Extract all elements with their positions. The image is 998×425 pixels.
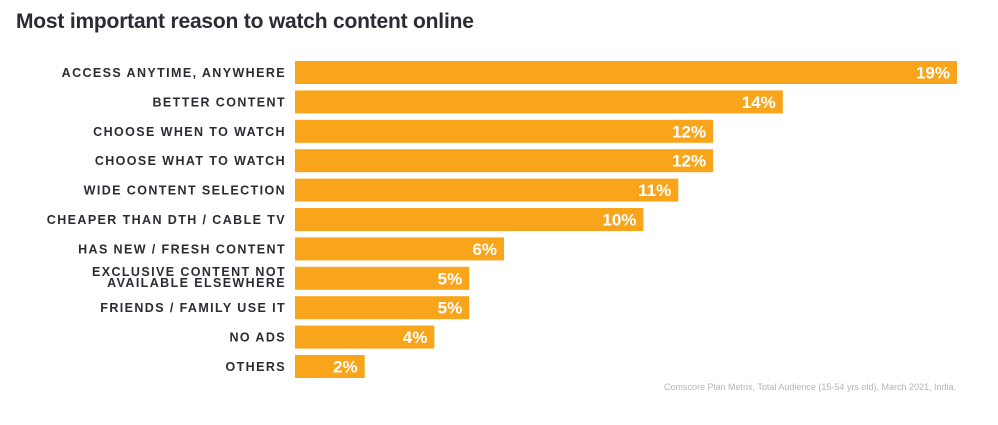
bar [295,178,679,202]
category-label: CHOOSE WHAT TO WATCH [95,154,286,168]
category-label: WIDE CONTENT SELECTION [84,184,286,198]
value-label: 14% [742,93,776,112]
bar [295,119,714,143]
value-label: 6% [472,240,497,259]
value-label: 19% [916,64,950,83]
value-label: 5% [438,269,463,288]
category-label: BETTER CONTENT [153,95,287,109]
bar [295,355,365,378]
value-label: 12% [672,122,706,141]
bar [295,266,470,290]
category-label: EXCLUSIVE CONTENT NOT AVAILABLE ELSEWHERE [92,265,286,290]
value-label: 2% [333,358,358,377]
bar [295,208,644,231]
value-label: 5% [438,299,463,318]
category-label: FRIENDS / FAMILY USE IT [100,301,286,315]
bar [295,149,714,173]
value-label: 12% [672,152,706,171]
bar [295,61,957,84]
value-label: 11% [638,181,671,200]
chart-title: Most important reason to watch content o… [16,10,474,33]
bar [295,237,505,261]
category-label: NO ADS [229,331,286,345]
category-label: CHOOSE WHEN TO WATCH [93,125,286,139]
source-note: Comscore Plan Metrix, Total Audience (15… [664,382,956,392]
value-label: 10% [602,211,636,230]
bar [295,325,435,349]
category-label: CHEAPER THAN DTH / CABLE TV [47,213,286,227]
bar [295,90,783,114]
category-label: ACCESS ANYTIME, ANYWHERE [62,66,286,80]
value-label: 4% [403,328,428,347]
bar [295,296,470,320]
category-label: OTHERS [226,360,287,374]
category-label: HAS NEW / FRESH CONTENT [78,242,286,256]
